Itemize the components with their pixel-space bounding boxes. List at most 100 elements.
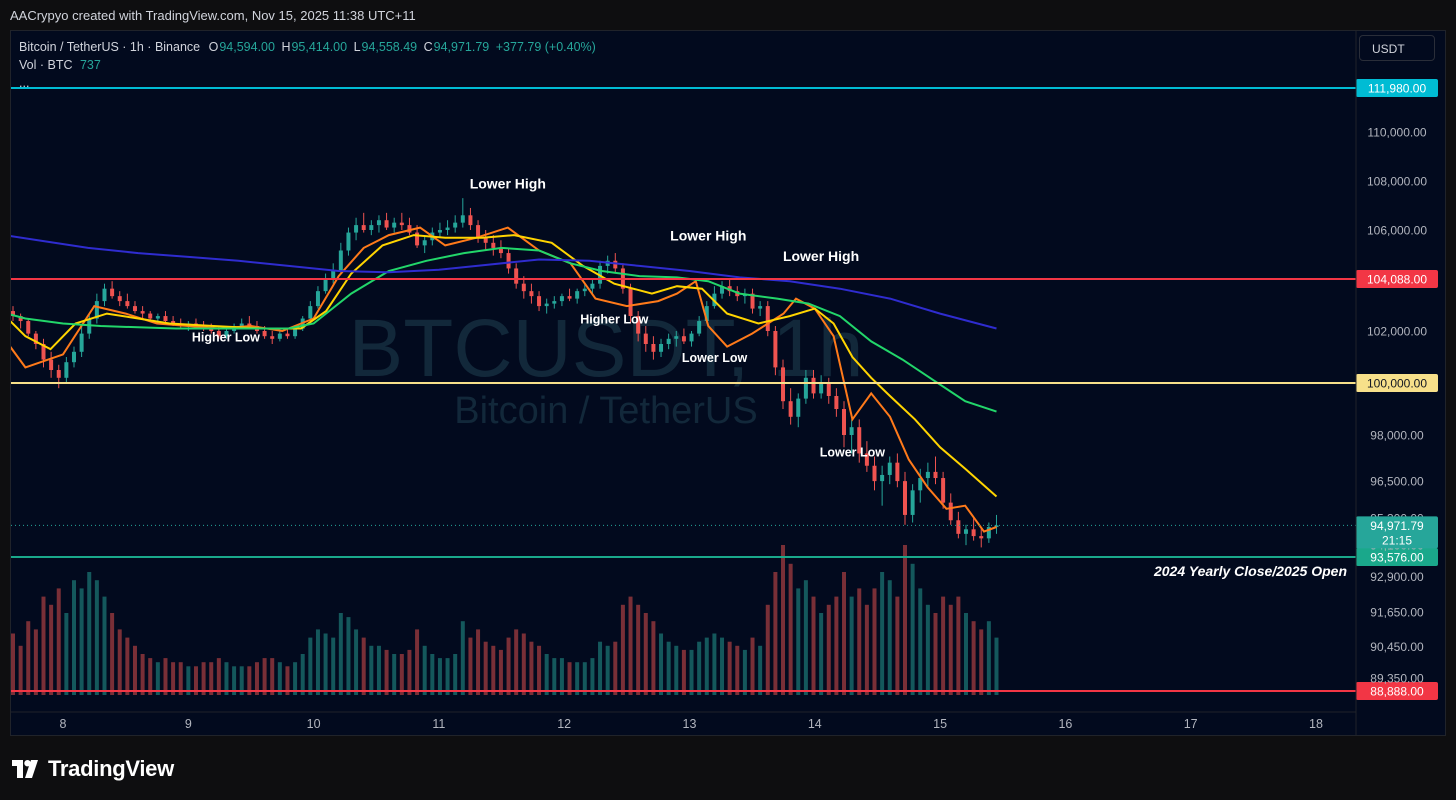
volume-bar (887, 580, 892, 695)
volume-bar (552, 658, 557, 695)
volume-bar (209, 662, 214, 695)
legend-more-button[interactable]: ... (19, 76, 30, 90)
candle-body (64, 362, 69, 378)
legend-close-label: C (423, 40, 433, 54)
volume-bar (407, 649, 412, 695)
legend-volume-label[interactable]: Vol · BTC (19, 58, 73, 72)
volume-bar (681, 649, 686, 695)
volume-bar (819, 613, 824, 695)
candle-body (71, 351, 76, 363)
candle-body (613, 260, 618, 269)
volume-bar (315, 629, 320, 695)
volume-bar (460, 621, 465, 695)
volume-bar (544, 654, 549, 695)
price-axis-tick: 91,650.00 (1370, 606, 1424, 620)
volume-bar (857, 588, 862, 695)
volume-bar (605, 645, 610, 695)
volume-bar (376, 645, 381, 695)
level-price-badge (1356, 270, 1438, 288)
volume-bar (521, 633, 526, 695)
volume-bar (750, 637, 755, 695)
volume-bar (453, 654, 458, 695)
volume-bar (422, 645, 427, 695)
candle-body (582, 288, 587, 292)
candle-body (811, 377, 816, 394)
candle-body (803, 377, 808, 399)
volume-bar (666, 641, 671, 695)
volume-bar (628, 596, 633, 695)
candle-body (498, 247, 503, 254)
volume-bar (171, 662, 176, 695)
volume-bar (224, 662, 229, 695)
volume-bar (331, 637, 336, 695)
candle-body (857, 427, 862, 454)
volume-bar (941, 596, 946, 695)
ema-line-3 (11, 246, 997, 413)
candle-body (285, 333, 290, 337)
candle-body (544, 303, 549, 307)
volume-bar (140, 654, 145, 695)
volume-bar (262, 658, 267, 695)
price-axis-tick: 89,350.00 (1370, 671, 1424, 685)
volume-bar (125, 637, 130, 695)
candle-body (79, 333, 84, 352)
time-axis-tick: 16 (1058, 717, 1072, 731)
candle-body (171, 321, 176, 324)
candle-body (963, 529, 968, 534)
volume-bar (582, 662, 587, 695)
volume-bar (781, 545, 786, 695)
volume-bar (872, 588, 877, 695)
volume-bar (796, 588, 801, 695)
volume-bar (979, 629, 984, 695)
candle-body (491, 242, 496, 248)
volume-bar (933, 613, 938, 695)
candle-body (41, 344, 46, 360)
volume-bar (727, 641, 732, 695)
candle-body (796, 398, 801, 417)
candle-body (384, 220, 389, 228)
candle-body (537, 296, 542, 307)
chart-panel[interactable]: BTCUSDT, 1h Bitcoin / TetherUS 111,980.00 1… (10, 30, 1446, 736)
chart-annotation: Lower High (783, 248, 859, 264)
candle-body (819, 383, 824, 394)
currency-button[interactable]: USDT (1359, 35, 1435, 61)
candle-body (361, 225, 366, 230)
countdown-label: 21:15 (1382, 533, 1412, 547)
volume-bar (971, 621, 976, 695)
candle-body (681, 336, 686, 342)
candle-body (659, 344, 664, 352)
candle-body (18, 316, 23, 322)
legend-symbol[interactable]: Bitcoin / TetherUS · 1h · Binance (19, 40, 201, 54)
price-axis-tick: 92,900.00 (1370, 570, 1424, 584)
legend-high: 95,414.00 (291, 40, 348, 54)
candle-body (842, 409, 847, 435)
candle-body (33, 333, 38, 344)
time-axis-tick: 17 (1184, 717, 1198, 731)
volume-bar (26, 621, 31, 695)
candle-body (293, 328, 298, 337)
volume-bar (117, 629, 122, 695)
candle-body (552, 301, 557, 304)
candle-body (567, 296, 572, 299)
volume-bar (163, 658, 168, 695)
candle-body (354, 225, 359, 233)
candle-body (262, 331, 267, 337)
legend-volume: 737 (79, 58, 101, 72)
tradingview-logo[interactable]: TradingView (12, 756, 174, 782)
candle-body (376, 220, 381, 226)
candle-body (750, 293, 755, 309)
time-axis-tick: 9 (185, 717, 192, 731)
candle-body (239, 323, 244, 327)
time-axis-tick: 18 (1309, 717, 1323, 731)
volume-bar (87, 572, 92, 695)
volume-bar (285, 666, 290, 695)
price-axis-tick: 96,500.00 (1370, 475, 1424, 489)
candle-body (209, 328, 214, 331)
volume-bar (232, 666, 237, 695)
candle-body (270, 336, 275, 339)
candle-body (49, 359, 54, 370)
volume-bar (300, 654, 305, 695)
volume-bar (323, 633, 328, 695)
candle-body (590, 283, 595, 289)
